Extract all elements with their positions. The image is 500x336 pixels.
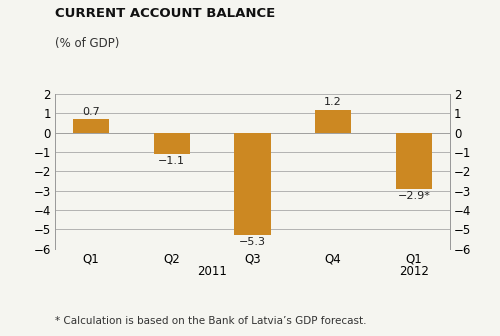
Text: * Calculation is based on the Bank of Latvia’s GDP forecast.: * Calculation is based on the Bank of La… [55, 316, 366, 326]
Text: 2012: 2012 [399, 265, 429, 278]
Text: 0.7: 0.7 [82, 107, 100, 117]
Bar [396, 133, 432, 189]
Bar [154, 133, 190, 154]
Text: 1.2: 1.2 [324, 97, 342, 107]
Text: −5.3: −5.3 [239, 238, 266, 247]
Bar [73, 119, 110, 133]
Text: −2.9*: −2.9* [398, 191, 430, 201]
Bar [315, 110, 352, 133]
Bar [234, 133, 270, 235]
Text: (% of GDP): (% of GDP) [55, 37, 120, 50]
Text: −1.1: −1.1 [158, 156, 186, 166]
Text: CURRENT ACCOUNT BALANCE: CURRENT ACCOUNT BALANCE [55, 7, 275, 20]
Text: 2011: 2011 [197, 265, 227, 278]
